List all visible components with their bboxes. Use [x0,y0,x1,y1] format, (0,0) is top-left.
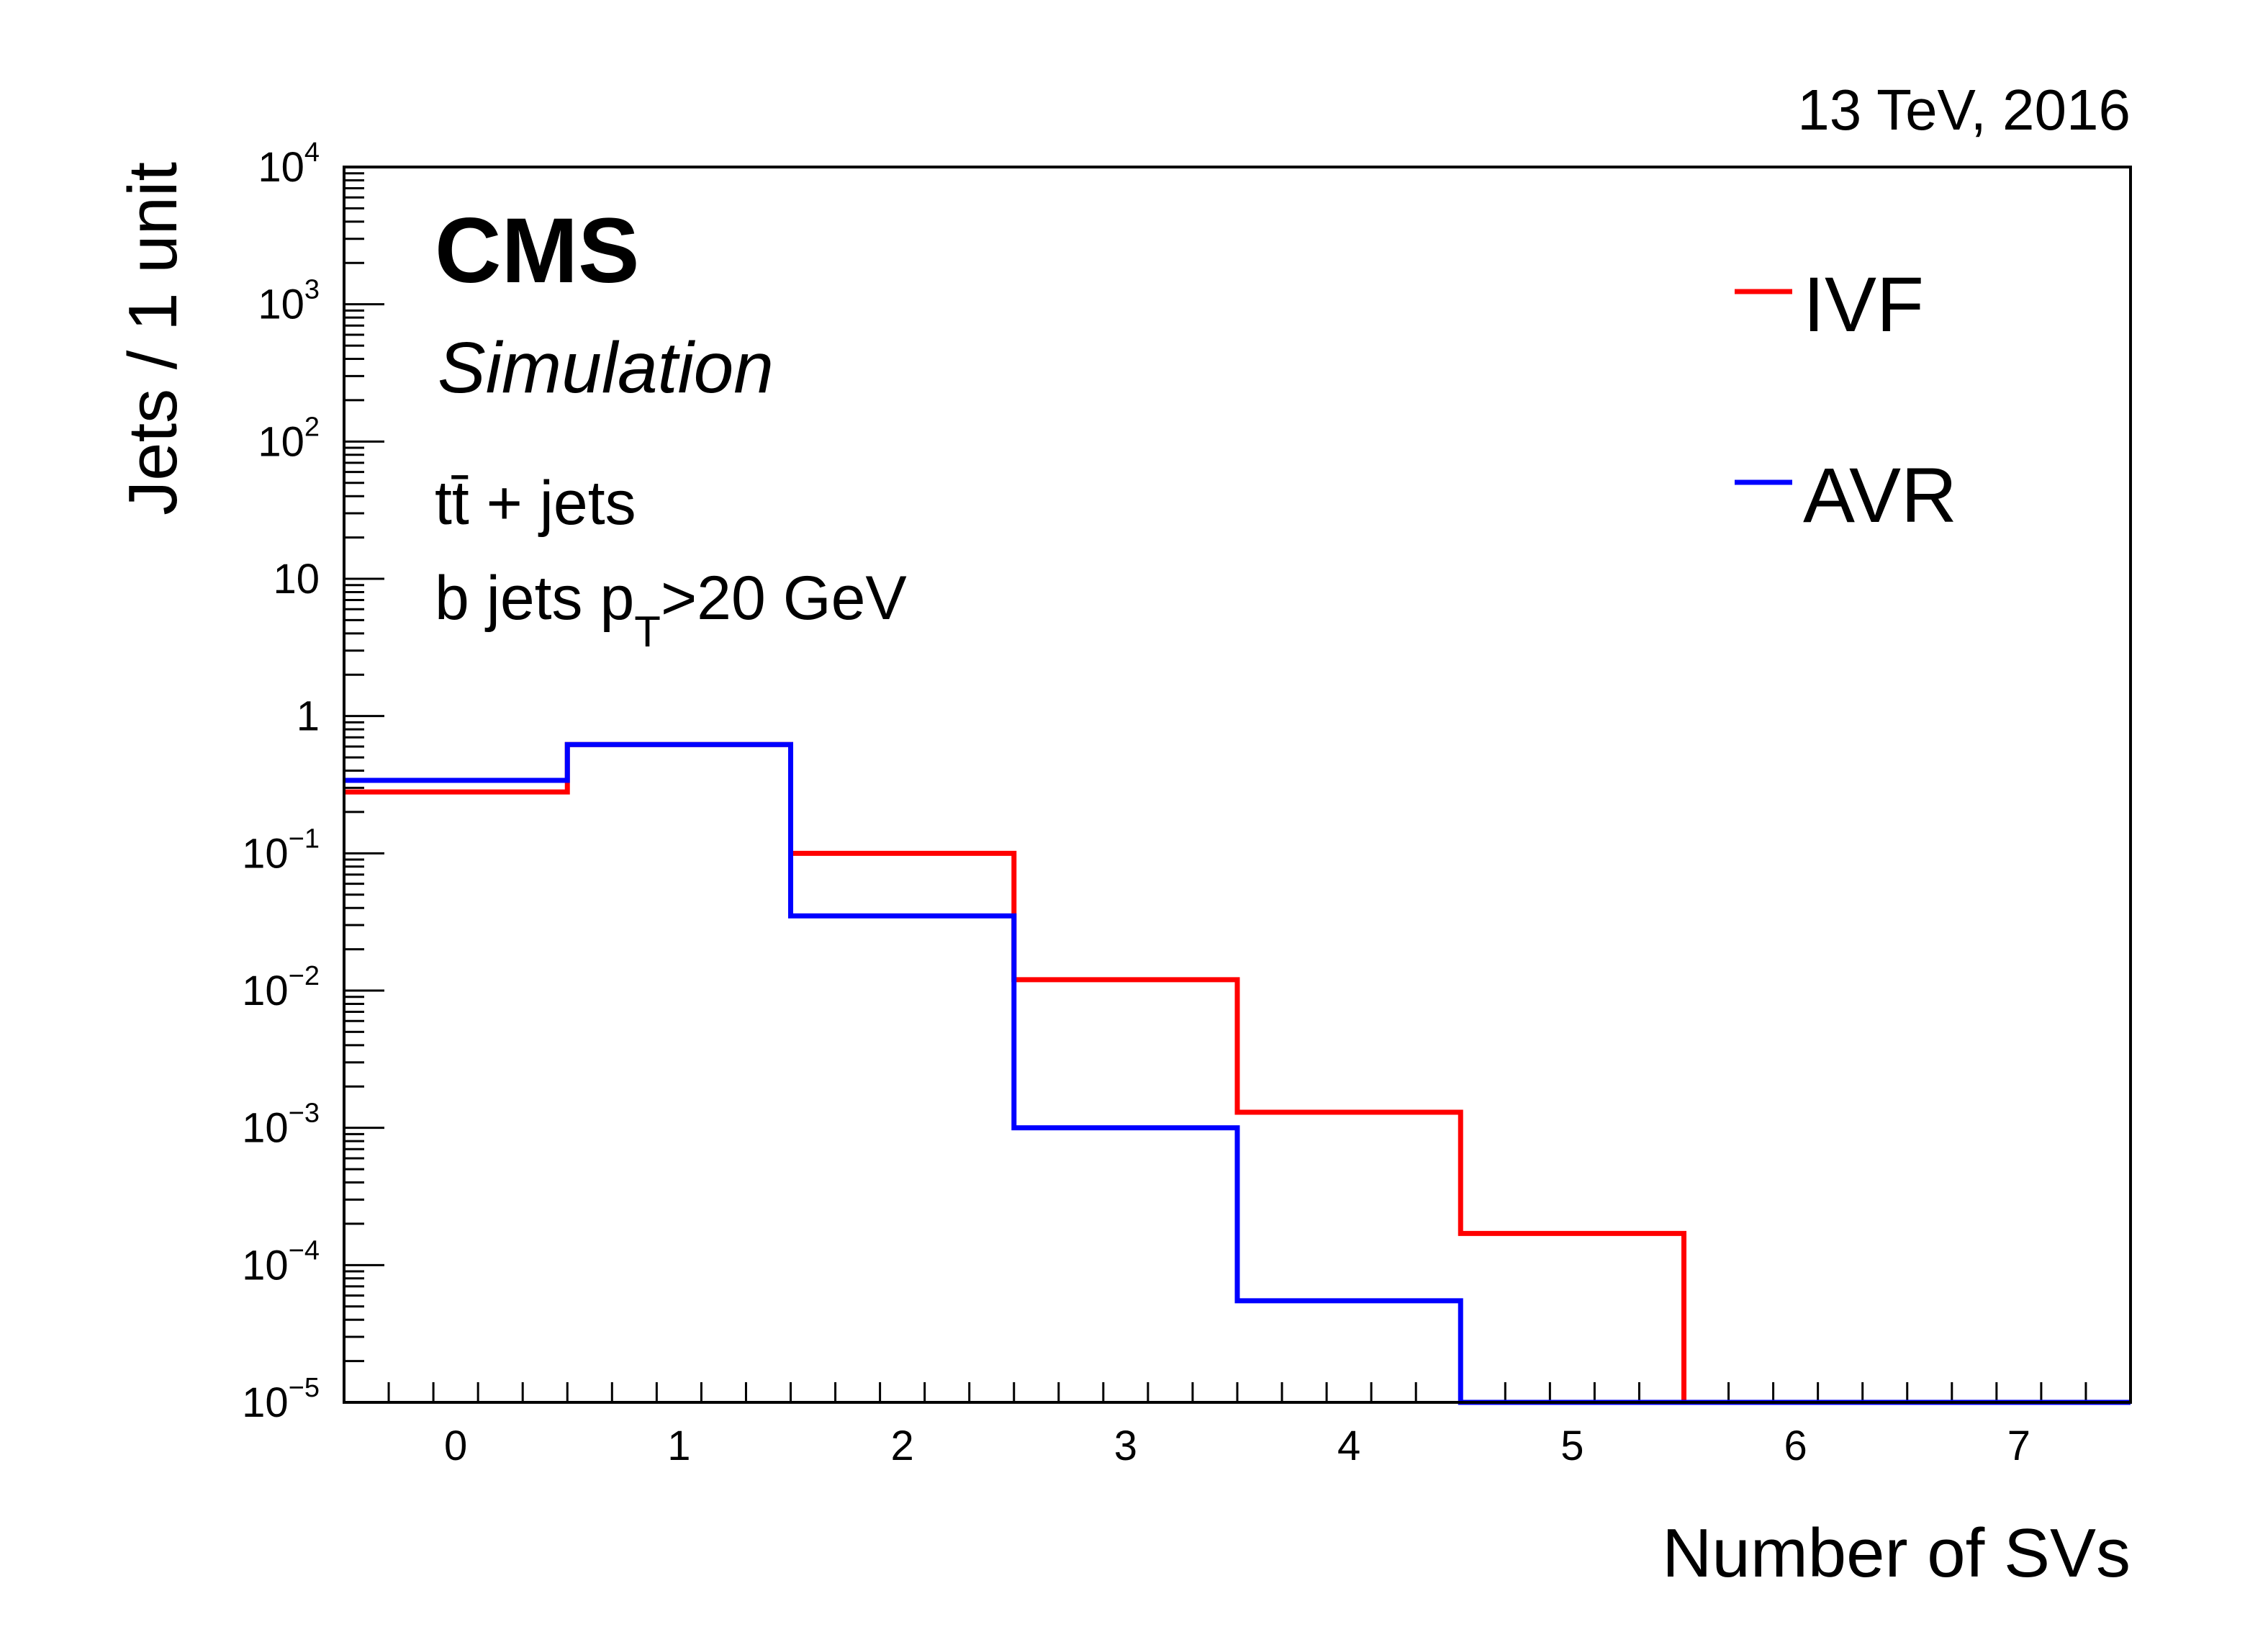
process-label: tt̄ + jets [435,469,636,538]
y-tick-label: 103 [258,275,320,328]
legend-label-ivf: IVF [1803,261,1924,348]
y-tick-label: 10 [273,556,320,603]
x-tick-label: 7 [2007,1423,2030,1469]
y-axis-title: Jets / 1 unit [114,162,191,515]
x-tick-label: 2 [890,1423,913,1469]
legend: IVF AVR [1735,261,1957,538]
y-tick-label: 10−4 [242,1235,320,1289]
y-tick-label: 10−2 [242,961,320,1014]
simulation-label: Simulation [438,328,774,408]
experiment-label: CMS [435,199,639,302]
x-tick-label: 6 [1784,1423,1807,1469]
x-tick-label: 5 [1560,1423,1583,1469]
selection-label: b jets pT>20 GeV [435,564,907,656]
legend-label-avr: AVR [1803,451,1957,538]
y-tick-label: 10−5 [242,1373,320,1426]
y-tick-label: 10−3 [242,1099,320,1152]
y-tick-label: 104 [258,137,320,191]
y-tick-label: 10−1 [242,824,320,877]
x-tick-labels: 0 1 2 3 4 5 6 7 [444,1423,2030,1469]
tick-marks [343,166,2132,1404]
x-tick-label: 0 [444,1423,467,1469]
y-tick-label: 1 [297,693,320,740]
x-tick-label: 3 [1114,1423,1137,1469]
x-axis-title: Number of SVs [1662,1515,2131,1592]
x-tick-label: 4 [1337,1423,1360,1469]
plot-frame [343,166,2132,1404]
energy-label: 13 TeV, 2016 [1797,78,2131,142]
x-tick-label: 1 [667,1423,690,1469]
y-tick-label: 102 [258,412,320,465]
